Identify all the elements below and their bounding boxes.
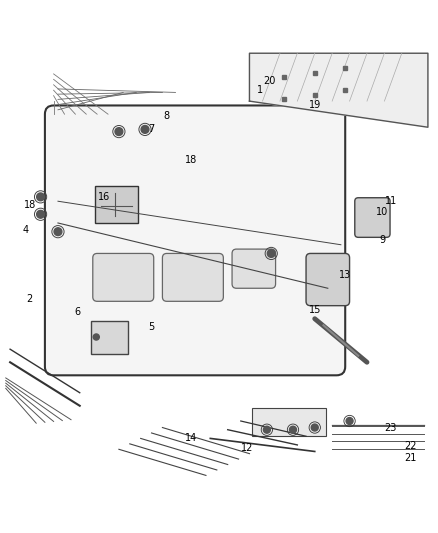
Circle shape [54,228,62,236]
Text: 2: 2 [27,294,33,304]
Circle shape [267,249,275,257]
Text: 21: 21 [404,453,417,463]
Text: 23: 23 [385,423,397,433]
FancyBboxPatch shape [93,254,154,301]
Text: 18: 18 [184,155,197,165]
Text: 5: 5 [148,322,155,333]
Circle shape [37,193,45,201]
FancyBboxPatch shape [355,198,390,237]
Circle shape [311,424,318,431]
FancyBboxPatch shape [162,254,223,301]
FancyBboxPatch shape [91,321,127,353]
FancyBboxPatch shape [252,408,325,436]
Text: 7: 7 [148,124,155,134]
Polygon shape [250,53,428,127]
FancyBboxPatch shape [306,254,350,305]
Text: 6: 6 [74,307,81,317]
Text: 9: 9 [379,236,385,245]
Circle shape [115,128,123,135]
Text: 12: 12 [241,443,254,454]
Circle shape [346,417,353,424]
Text: 18: 18 [24,200,36,209]
Text: 22: 22 [404,441,417,451]
Text: 13: 13 [339,270,351,280]
Text: 11: 11 [385,196,397,206]
Text: 16: 16 [98,192,110,202]
Text: 14: 14 [184,433,197,443]
Text: 15: 15 [308,305,321,315]
Circle shape [263,426,270,433]
Circle shape [93,334,99,340]
Text: 1: 1 [257,85,263,95]
Circle shape [141,125,149,133]
Text: 8: 8 [164,111,170,122]
FancyBboxPatch shape [95,186,138,223]
FancyBboxPatch shape [232,249,276,288]
Text: 19: 19 [309,100,321,110]
FancyBboxPatch shape [45,106,345,375]
Text: 10: 10 [376,207,389,217]
Text: 20: 20 [263,76,275,86]
Circle shape [37,211,45,218]
Circle shape [290,426,297,433]
Text: 4: 4 [22,224,28,235]
